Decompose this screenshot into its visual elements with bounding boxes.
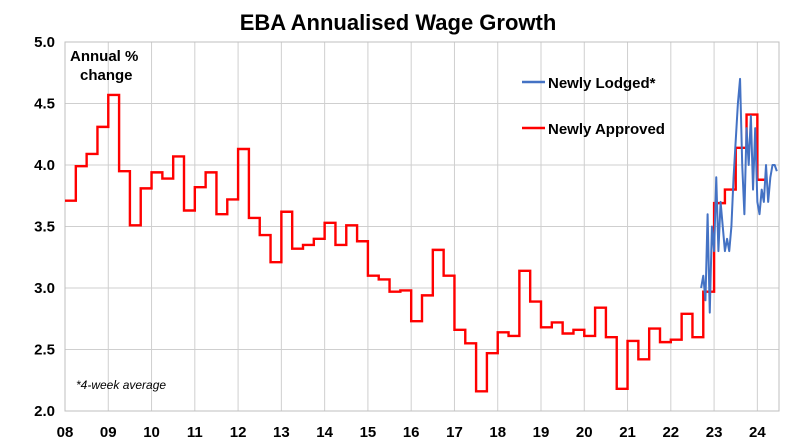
x-tick-label: 16 bbox=[403, 424, 420, 441]
x-tick-label: 09 bbox=[100, 424, 117, 441]
x-tick-label: 12 bbox=[230, 424, 247, 441]
y-tick-label: 3.5 bbox=[34, 219, 55, 236]
x-tick-label: 11 bbox=[187, 424, 203, 441]
x-tick-label: 13 bbox=[273, 424, 290, 441]
x-tick-label: 19 bbox=[533, 424, 550, 441]
x-tick-label: 20 bbox=[576, 424, 593, 441]
y-axis-label-line1: Annual % bbox=[70, 48, 138, 65]
x-tick-label: 10 bbox=[143, 424, 160, 441]
series-line-newly-lodged bbox=[700, 77, 778, 314]
x-tick-label: 17 bbox=[446, 424, 463, 441]
y-axis-ticks: 5.0 4.5 4.0 3.5 3.0 2.5 2.0 bbox=[34, 34, 55, 420]
legend-label-newly-lodged: Newly Lodged* bbox=[548, 75, 656, 92]
x-tick-label: 18 bbox=[489, 424, 506, 441]
x-tick-label: 15 bbox=[360, 424, 377, 441]
series-line-newly-approved bbox=[65, 93, 767, 393]
x-tick-label: 14 bbox=[316, 424, 333, 441]
grid bbox=[64, 41, 780, 412]
y-tick-label: 5.0 bbox=[34, 34, 55, 51]
y-tick-label: 2.0 bbox=[34, 403, 55, 420]
y-tick-label: 3.0 bbox=[34, 280, 55, 297]
x-axis-ticks: 08 09 10 11 12 13 14 15 16 17 18 19 20 21 22 23 24 bbox=[57, 424, 767, 441]
x-tick-label: 24 bbox=[749, 424, 766, 441]
legend-label-newly-approved: Newly Approved bbox=[548, 121, 665, 138]
plot-area bbox=[64, 41, 780, 412]
x-tick-label: 23 bbox=[706, 424, 723, 441]
x-tick-label: 21 bbox=[619, 424, 636, 441]
series bbox=[65, 77, 778, 393]
footnote: *4-week average bbox=[76, 378, 166, 392]
y-tick-label: 4.0 bbox=[34, 157, 55, 174]
chart-title: EBA Annualised Wage Growth bbox=[240, 10, 557, 35]
x-tick-label: 22 bbox=[662, 424, 679, 441]
x-tick-label: 08 bbox=[57, 424, 74, 441]
y-tick-label: 2.5 bbox=[34, 342, 55, 359]
y-tick-label: 4.5 bbox=[34, 96, 55, 113]
y-axis-label-line2: change bbox=[80, 67, 133, 84]
